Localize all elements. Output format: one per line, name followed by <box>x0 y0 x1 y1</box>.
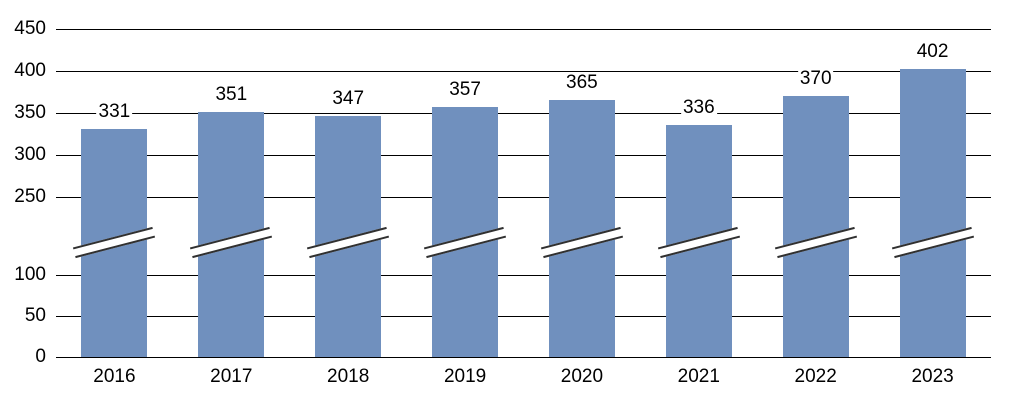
bar-value-label: 336 <box>680 97 717 118</box>
gridline <box>56 357 991 358</box>
x-tick-label: 2018 <box>327 366 370 387</box>
y-tick-label: 450 <box>14 18 46 39</box>
y-tick-label: 100 <box>14 264 46 285</box>
bar-value-label: 347 <box>330 88 367 109</box>
y-tick-label: 250 <box>14 186 46 207</box>
gridline <box>56 155 991 156</box>
y-tick-label: 300 <box>14 144 46 165</box>
y-tick-label: 350 <box>14 102 46 123</box>
gridline <box>56 275 991 276</box>
y-tick-label: 0 <box>35 346 46 367</box>
x-tick-label: 2016 <box>93 366 136 387</box>
bar-value-label: 331 <box>96 101 133 122</box>
bar-value-label: 365 <box>564 72 600 93</box>
gridline <box>56 29 991 30</box>
gridline <box>56 316 991 317</box>
y-tick-label: 50 <box>24 305 46 326</box>
x-tick-label: 2017 <box>210 366 253 387</box>
bar-value-label: 357 <box>447 79 483 100</box>
bar-value-label: 351 <box>213 84 250 105</box>
x-tick-label: 2020 <box>560 366 604 387</box>
x-tick-label: 2022 <box>794 366 837 387</box>
y-tick-label: 400 <box>14 60 46 81</box>
gridline <box>56 197 991 198</box>
bar-value-label: 370 <box>797 68 834 89</box>
x-tick-label: 2023 <box>911 366 954 387</box>
bar-value-label: 402 <box>914 41 951 62</box>
bar <box>548 100 615 357</box>
gridline <box>56 71 991 72</box>
x-tick-label: 2021 <box>677 366 720 387</box>
bar <box>782 96 849 357</box>
x-tick-label: 2019 <box>443 366 487 387</box>
gridline <box>56 113 991 114</box>
bar <box>899 69 966 357</box>
